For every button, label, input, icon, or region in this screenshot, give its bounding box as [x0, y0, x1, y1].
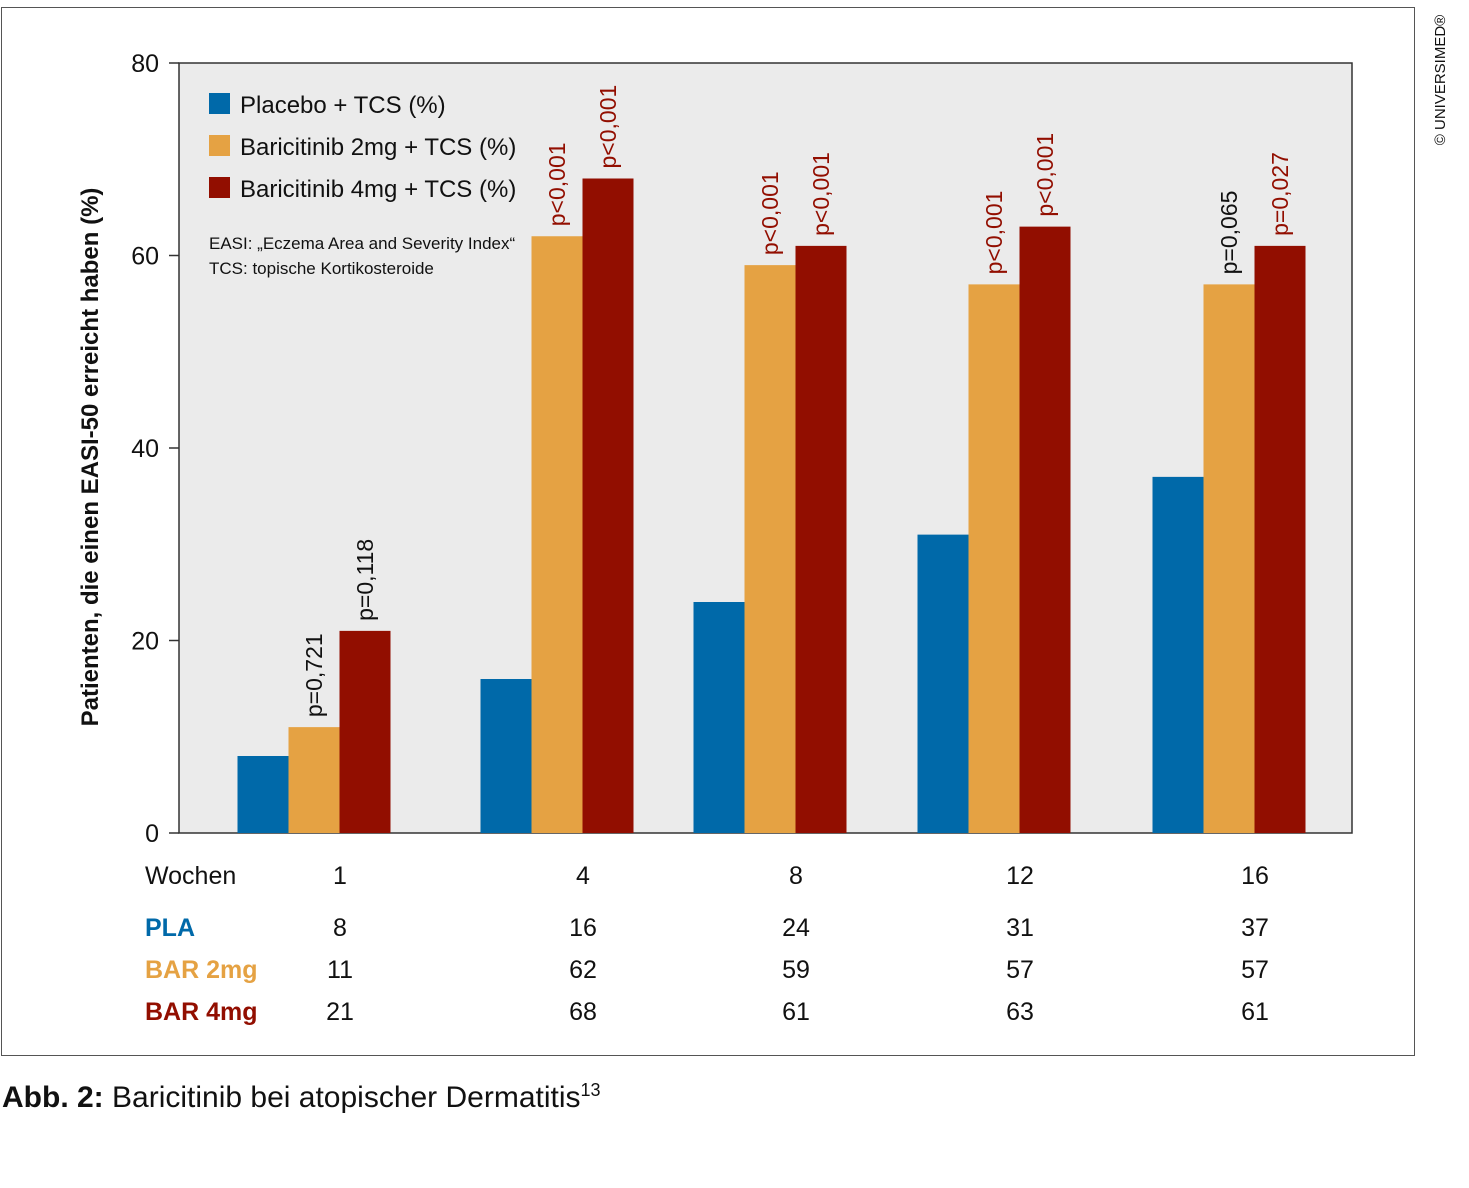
weeks-header: Wochen [145, 862, 236, 890]
x-tick-label: 12 [1006, 862, 1034, 890]
bar [795, 245, 847, 833]
y-tick-label: 20 [131, 628, 159, 656]
p-value-label: p<0,001 [757, 171, 783, 255]
table-cell: 68 [569, 998, 597, 1026]
x-tick-label: 1 [333, 862, 347, 890]
p-value-label: p=0,721 [301, 633, 327, 717]
legend-swatch [209, 135, 230, 156]
legend-swatch [209, 177, 230, 198]
table-cell: 59 [782, 956, 810, 984]
y-tick-label: 40 [131, 435, 159, 463]
p-value-label: p<0,001 [1032, 133, 1058, 217]
x-tick-label: 16 [1241, 862, 1269, 890]
y-axis: 0 20 40 60 80 [131, 50, 179, 848]
table-cell: 63 [1006, 998, 1034, 1026]
y-axis-label: Patienten, die einen EASI-50 erreicht ha… [77, 188, 104, 727]
data-table: Wochen 1 4 8 12 16 PLA 8 16 24 31 37 BAR 2mg 11 62 59 57… [145, 862, 1269, 1026]
table-cell: 8 [333, 914, 347, 942]
table-row-label: PLA [145, 914, 195, 942]
table-cell: 57 [1241, 956, 1269, 984]
bar [1152, 476, 1204, 833]
legend-label: Placebo + TCS (%) [240, 92, 446, 119]
p-value-label: p<0,001 [544, 142, 570, 226]
table-cell: 61 [782, 998, 810, 1026]
copyright-notice: © UNIVERSIMED® [1432, 15, 1449, 145]
y-tick-label: 80 [131, 50, 159, 78]
bar [693, 602, 745, 833]
p-value-labels: p=0,721 p<0,001 p<0,001 p<0,001 p=0,065 p=0,1… [301, 85, 1293, 717]
figure-caption: Abb. 2: Baricitinib bei atopischer Derma… [2, 1080, 601, 1115]
bar [288, 727, 340, 833]
abbreviation-notes: EASI: „Eczema Area and Severity Index“ TC… [209, 234, 515, 278]
abbreviation-note: TCS: topische Kortikosteroide [209, 259, 434, 278]
bars [237, 178, 1306, 833]
bar [582, 178, 634, 833]
bar [1254, 245, 1306, 833]
legend-label: Baricitinib 4mg + TCS (%) [240, 176, 516, 203]
table-cell: 11 [327, 956, 353, 984]
legend: Placebo + TCS (%) Baricitinib 2mg + TCS (… [209, 92, 516, 203]
bar [1203, 284, 1255, 833]
caption-label: Abb. 2: [2, 1081, 104, 1114]
bar [968, 284, 1020, 833]
bar [531, 236, 583, 833]
table-cell: 62 [569, 956, 597, 984]
bar [339, 630, 391, 833]
table-row-label: BAR 2mg [145, 956, 258, 984]
p-value-label: p<0,001 [981, 191, 1007, 275]
table-row-label: BAR 4mg [145, 998, 258, 1026]
bar [1019, 226, 1071, 833]
bar [237, 756, 289, 833]
p-value-label: p=0,118 [352, 539, 378, 621]
y-tick-label: 0 [145, 820, 159, 848]
table-cell: 31 [1006, 914, 1034, 942]
caption-reference: 13 [580, 1080, 601, 1100]
bar [744, 265, 796, 833]
p-value-label: p<0,001 [595, 85, 621, 169]
table-cell: 37 [1241, 914, 1269, 942]
table-cell: 21 [326, 998, 354, 1026]
table-cell: 16 [569, 914, 597, 942]
x-tick-label: 8 [789, 862, 803, 890]
p-value-label: p<0,001 [808, 152, 834, 236]
p-value-label: p=0,027 [1267, 152, 1293, 236]
x-tick-label: 4 [576, 862, 590, 890]
legend-swatch [209, 93, 230, 114]
p-value-label: p=0,065 [1216, 191, 1242, 275]
table-cell: 57 [1006, 956, 1034, 984]
y-tick-label: 60 [131, 243, 159, 271]
legend-label: Baricitinib 2mg + TCS (%) [240, 134, 516, 161]
bar [917, 534, 969, 833]
bar [480, 679, 532, 833]
caption-text: Baricitinib bei atopischer Dermatitis [103, 1081, 581, 1114]
abbreviation-note: EASI: „Eczema Area and Severity Index“ [209, 234, 515, 253]
table-cell: 61 [1241, 998, 1269, 1026]
table-cell: 24 [782, 914, 810, 942]
